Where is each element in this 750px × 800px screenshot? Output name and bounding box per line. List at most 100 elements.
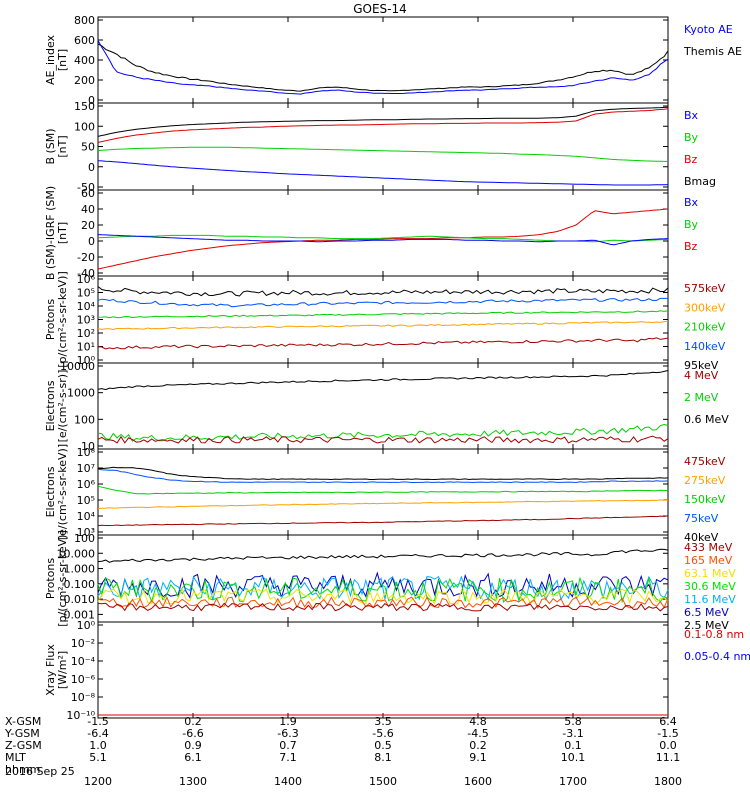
- date-label: 2016 Sep 25: [5, 765, 75, 778]
- axis-value: 7.1: [279, 751, 297, 764]
- y-tick-label: 0.001: [64, 608, 96, 621]
- legend-label: 150keV: [684, 493, 726, 506]
- series-line: [97, 588, 669, 605]
- y-tick-label: -20: [77, 251, 95, 264]
- axis-value: 8.1: [374, 751, 392, 764]
- legend-label: 30.6 MeV: [684, 580, 736, 593]
- y-tick-label: 150: [74, 100, 95, 113]
- y-tick-label: 100: [74, 532, 95, 545]
- series-line: [97, 146, 669, 162]
- axis-row-label: hhmm: [5, 763, 40, 776]
- panel-frame: [97, 102, 669, 191]
- axis-value: 0.2: [184, 715, 202, 728]
- y-axis-label: B (SM)-IGRF (SM)[nT]: [44, 186, 69, 280]
- y-axis-label: Xray Flux[W/m²]: [44, 644, 69, 696]
- axis-row-label: Y-GSM: [4, 727, 40, 740]
- axis-value: 0.0: [659, 739, 677, 752]
- series-line: [97, 595, 669, 609]
- series-line: [97, 466, 669, 481]
- legend-label: 275keV: [684, 474, 726, 487]
- y-tick-label: 600: [74, 34, 95, 47]
- legend-label: 0.05-0.4 nm: [684, 650, 750, 663]
- y-tick-label: 20: [81, 219, 95, 232]
- y-tick-label: 100: [74, 413, 95, 426]
- y-axis-label: AE_index[nT]: [44, 34, 69, 85]
- axis-time-label: 1700: [559, 775, 587, 788]
- y-tick-label: 50: [81, 141, 95, 154]
- axis-time-label: 1800: [654, 775, 682, 788]
- y-tick-label: 800: [74, 14, 95, 27]
- axis-value: 1.9: [279, 715, 297, 728]
- axis-value: -6.6: [182, 727, 203, 740]
- series-line: [97, 320, 669, 331]
- axis-value: 6.4: [659, 715, 677, 728]
- axis-time-label: 1400: [274, 775, 302, 788]
- axis-value: -6.4: [87, 727, 108, 740]
- axis-time-label: 1600: [464, 775, 492, 788]
- series-line: [97, 485, 669, 495]
- y-tick-label: 10.000: [57, 547, 96, 560]
- legend-label: Themis AE: [683, 45, 742, 58]
- legend-label: 40keV: [684, 531, 719, 544]
- series-line: [97, 297, 668, 308]
- axis-time-label: 1200: [84, 775, 112, 788]
- legend-label: 4 MeV: [684, 369, 719, 382]
- series-line: [97, 40, 669, 95]
- y-tick-label: 0.100: [64, 578, 96, 591]
- axis-row-label: Z-GSM: [5, 739, 42, 752]
- panel-frame: [97, 621, 669, 719]
- legend-label: 63.1 MeV: [684, 567, 736, 580]
- series-line: [97, 208, 669, 270]
- axis-value: 1.0: [89, 739, 107, 752]
- legend-label: Kyoto AE: [684, 23, 733, 36]
- panel-6: 10³ 10⁴ 10⁵ 10⁶ 10⁷ 10⁸ Electrons[e/(cm²-s-sr-…: [44, 444, 726, 544]
- series-line: [97, 435, 669, 444]
- axis-value: -3.1: [562, 727, 583, 740]
- legend-label: 140keV: [684, 340, 726, 353]
- y-tick-label: 10⁻⁴: [71, 655, 96, 668]
- axis-value: 10.1: [561, 751, 586, 764]
- y-axis-label: B (SM)[nT]: [44, 128, 69, 164]
- legend-label: 433 MeV: [684, 541, 733, 554]
- y-axis-label: Electrons[e/(cm²-s-sr-keV)]: [44, 444, 69, 540]
- series-line: [97, 108, 669, 143]
- legend-label: By: [684, 218, 699, 231]
- axis-time-label: 1500: [369, 775, 397, 788]
- legend-label: 210keV: [684, 321, 726, 334]
- axis-value: 5.8: [564, 715, 582, 728]
- axis-value: 4.8: [469, 715, 487, 728]
- series-line: [97, 576, 669, 604]
- legend-label: 11.6 MeV: [684, 593, 736, 606]
- y-tick-label: 10²: [77, 327, 95, 340]
- y-tick-label: 0: [88, 161, 95, 174]
- axis-row-label: MLT: [5, 751, 26, 764]
- panel-2: -50 0 50 100 150 B (SM)[nT] Bx By Bz Bmag: [44, 100, 716, 194]
- legend-label: Bmag: [684, 175, 716, 188]
- y-axis-label: Protons[p/(cm²-s-sr-keV)]: [44, 530, 69, 627]
- axis-value: -4.5: [467, 727, 488, 740]
- axis-value: 0.9: [184, 739, 202, 752]
- y-tick-label: 10⁴: [77, 300, 96, 313]
- axis-row-label: X-GSM: [5, 715, 41, 728]
- series-line: [97, 370, 669, 391]
- series-line: [97, 602, 669, 612]
- legend-label: Bx: [684, 109, 699, 122]
- y-tick-label: 10⁰: [77, 354, 96, 367]
- series-line: [97, 286, 669, 297]
- axis-value: 0.5: [374, 739, 392, 752]
- legend-label: 300keV: [684, 301, 726, 314]
- y-tick-label: 10⁴: [77, 510, 96, 523]
- legend-label: By: [684, 131, 699, 144]
- chart-title: GOES-14: [353, 2, 407, 16]
- series-line: [97, 160, 669, 186]
- y-tick-label: 10⁻¹⁰: [66, 709, 95, 722]
- y-tick-label: 10: [81, 440, 95, 453]
- panel-frame: [97, 275, 669, 364]
- y-tick-label: 10⁻⁸: [71, 691, 96, 704]
- y-tick-label: 1000: [67, 387, 95, 400]
- axis-value: 5.1: [89, 751, 107, 764]
- legend-label: 165 MeV: [684, 554, 733, 567]
- y-tick-label: 1.000: [64, 563, 96, 576]
